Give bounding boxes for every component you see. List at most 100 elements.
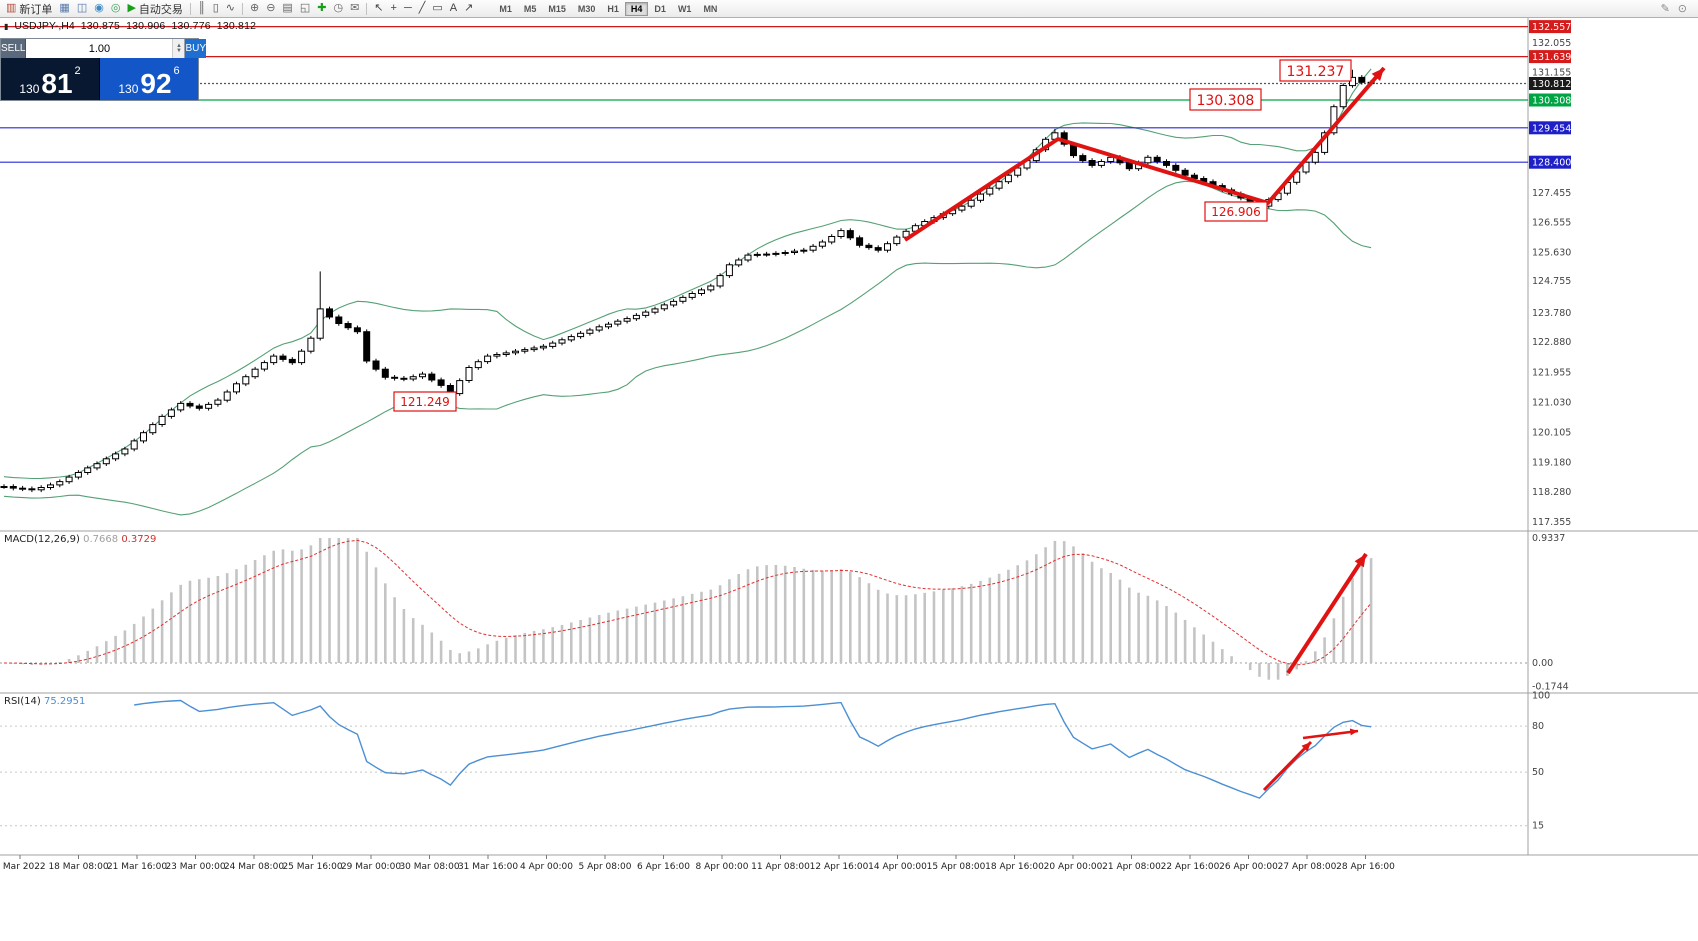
charts-window-icon: ▦ xyxy=(59,2,70,14)
svg-text:0.00: 0.00 xyxy=(1532,658,1553,669)
macd-label: MACD(12,26,9) 0.7668 0.3729 xyxy=(4,534,156,545)
crosshair-icon: + xyxy=(390,2,397,14)
line-chart-mode-button[interactable]: ∿ xyxy=(223,1,238,16)
volume-input[interactable] xyxy=(26,39,173,58)
candlesticks xyxy=(0,69,1375,493)
toolbar-right-group: ✎ ⊙ xyxy=(1661,2,1695,15)
strategy-tester-button[interactable]: ◎ xyxy=(108,1,124,16)
svg-text:31 Mar 16:00: 31 Mar 16:00 xyxy=(458,862,518,872)
svg-text:20 Apr 00:00: 20 Apr 00:00 xyxy=(1044,862,1103,872)
svg-text:-0.1744: -0.1744 xyxy=(1532,681,1569,692)
svg-text:23 Mar 00:00: 23 Mar 00:00 xyxy=(165,862,225,872)
one-click-controls-row: SELL ▲ ▼ BUY xyxy=(1,39,207,58)
timeframe-m30-button[interactable]: M30 xyxy=(577,3,596,14)
rectangle-tool-button[interactable]: ▭ xyxy=(429,1,445,16)
add-indicator-button[interactable]: ✚ xyxy=(314,1,329,16)
svg-text:123.780: 123.780 xyxy=(1532,308,1571,319)
candle-chart-mode-button[interactable]: ▯ xyxy=(210,1,222,16)
trendline-tool-button[interactable]: ╱ xyxy=(416,1,429,16)
buy-button[interactable]: BUY xyxy=(185,39,207,58)
chart-annotations[interactable]: 121.249 126.906 130.308 131.237 xyxy=(393,59,1352,412)
svg-text:6 Apr 16:00: 6 Apr 16:00 xyxy=(637,862,690,872)
strategy-tester-icon: ◎ xyxy=(110,2,121,14)
horizontal-lines[interactable] xyxy=(0,26,1528,163)
new-order-button-label: 新订单 xyxy=(19,3,53,16)
timeframe-h4-button[interactable]: H4 xyxy=(624,1,649,16)
svg-text:30 Mar 08:00: 30 Mar 08:00 xyxy=(399,862,459,872)
svg-text:126.555: 126.555 xyxy=(1532,217,1571,228)
macd-trend-arrow[interactable] xyxy=(1286,552,1368,675)
timeframe-d1-button[interactable]: D1 xyxy=(654,3,666,14)
macd-histogram xyxy=(12,538,1373,680)
macd-panel: 0.9337 0.00 -0.1744 MACD(12,26,9) 0.7668 0.… xyxy=(0,533,1569,692)
svg-text:28 Apr 16:00: 28 Apr 16:00 xyxy=(1336,862,1395,872)
spinner-down-icon[interactable]: ▼ xyxy=(175,47,182,54)
cascade-windows-button[interactable]: ◱ xyxy=(297,1,313,16)
svg-text:129.454: 129.454 xyxy=(1532,123,1571,134)
volume-spinner[interactable]: ▲ ▼ xyxy=(172,39,185,58)
svg-text:27 Apr 08:00: 27 Apr 08:00 xyxy=(1278,862,1337,872)
toolbar-left-group: ▥ 新订单 ▦ ◫ ◉ ◎ ▶ 自动交易 ║ ▯ ∿ ⊕ ⊖ ▤ ◱ ✚ ◷ ✉ ↖ + ─ ╱ ▭ A ↗ xyxy=(3,1,476,16)
one-click-trading-panel: SELL ▲ ▼ BUY 130 81 2 130 92 6 xyxy=(0,38,207,101)
timeframe-m1-button[interactable]: M1 xyxy=(499,3,512,14)
svg-text:26 Apr 00:00: 26 Apr 00:00 xyxy=(1219,862,1278,872)
new-order-button[interactable]: ▥ 新订单 xyxy=(3,1,55,16)
svg-text:124.755: 124.755 xyxy=(1532,276,1571,287)
svg-text:18 Apr 16:00: 18 Apr 16:00 xyxy=(985,862,1044,872)
sell-button[interactable]: SELL xyxy=(1,39,27,58)
auto-trading-play-icon: ▶ xyxy=(127,2,136,14)
hline-tool-button[interactable]: ─ xyxy=(401,1,415,16)
toolbar: ▥ 新订单 ▦ ◫ ◉ ◎ ▶ 自动交易 ║ ▯ ∿ ⊕ ⊖ ▤ ◱ ✚ ◷ ✉ ↖ + ─ ╱ ▭ A ↗ M1 M5 M15 M3… xyxy=(0,0,1698,18)
arrow-icon: ↗ xyxy=(464,2,474,14)
symbol-close: 130.812 xyxy=(216,20,257,32)
timeframe-h1-button[interactable]: H1 xyxy=(607,3,619,14)
arrow-tool-button[interactable]: ↗ xyxy=(461,1,476,16)
svg-text:121.249: 121.249 xyxy=(400,395,450,409)
rsi-trend-arrows[interactable] xyxy=(1262,728,1359,792)
cursor-tool-button[interactable]: ↖ xyxy=(371,1,386,16)
period-button[interactable]: ◷ xyxy=(330,1,346,16)
market-watch-icon: ◫ xyxy=(76,2,88,14)
bar-chart-mode-button[interactable]: ║ xyxy=(195,1,209,16)
candlestick-chart-icon: ▯ xyxy=(212,2,219,14)
rsi-line xyxy=(134,699,1372,799)
sell-price-button[interactable]: 130 81 2 xyxy=(1,58,100,100)
market-watch-button[interactable]: ◫ xyxy=(74,1,90,16)
toolbar-separator xyxy=(241,2,243,15)
macd-signal-line xyxy=(3,539,1372,666)
timeframe-mn-button[interactable]: MN xyxy=(703,3,718,14)
crosshair-tool-button[interactable]: + xyxy=(388,1,400,16)
timeframe-m15-button[interactable]: M15 xyxy=(548,3,566,14)
edit-chart-button[interactable]: ✎ xyxy=(1660,3,1670,15)
trend-arrows[interactable] xyxy=(903,66,1386,242)
toolbar-separator xyxy=(366,2,368,15)
cursor-icon: ↖ xyxy=(374,2,384,14)
svg-text:14 Apr 00:00: 14 Apr 00:00 xyxy=(868,862,927,872)
chart-canvas[interactable]: 132.055 131.155 127.455 126.555 125.630 124.7… xyxy=(0,18,1698,941)
text-tool-button[interactable]: A xyxy=(447,1,460,16)
svg-text:25 Mar 16:00: 25 Mar 16:00 xyxy=(282,862,342,872)
zoom-in-button[interactable]: ⊕ xyxy=(247,1,262,16)
svg-text:125.630: 125.630 xyxy=(1532,248,1571,259)
line-chart-icon: ∿ xyxy=(225,2,235,14)
timeframe-w1-button[interactable]: W1 xyxy=(677,3,692,14)
buy-price-button[interactable]: 130 92 6 xyxy=(100,58,198,100)
spinner-up-icon[interactable]: ▲ xyxy=(175,42,182,49)
svg-text:29 Mar 00:00: 29 Mar 00:00 xyxy=(341,862,401,872)
auto-trading-button[interactable]: ▶ 自动交易 xyxy=(124,1,185,16)
timeframe-m5-button[interactable]: M5 xyxy=(523,3,537,14)
data-window-button[interactable]: ◉ xyxy=(91,1,107,16)
svg-text:128.400: 128.400 xyxy=(1532,158,1571,169)
zoom-out-button[interactable]: ⊖ xyxy=(263,1,278,16)
svg-text:80: 80 xyxy=(1532,721,1544,732)
cascade-windows-icon: ◱ xyxy=(299,2,311,14)
focus-button[interactable]: ⊙ xyxy=(1677,3,1687,15)
svg-text:12 Apr 16:00: 12 Apr 16:00 xyxy=(810,862,869,872)
mail-button[interactable]: ✉ xyxy=(347,1,362,16)
bollinger-bands xyxy=(3,68,1372,516)
tile-windows-button[interactable]: ▤ xyxy=(279,1,295,16)
symbol-chart-icon: ▮ xyxy=(4,21,9,31)
charts-window-button[interactable]: ▦ xyxy=(56,1,72,16)
trendline-icon: ╱ xyxy=(418,2,426,14)
